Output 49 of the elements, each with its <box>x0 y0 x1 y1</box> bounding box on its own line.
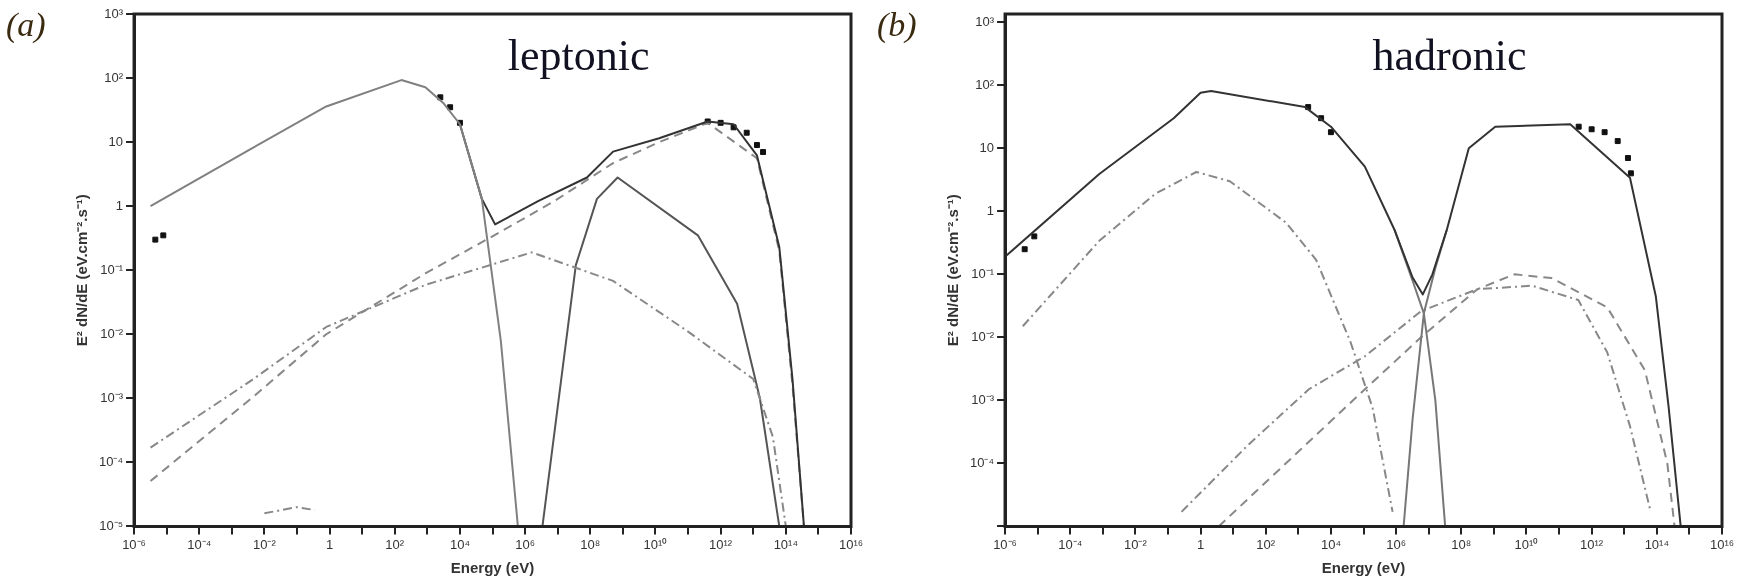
x-axis-title: Energy (eV) <box>450 559 535 577</box>
x-tick-label: 10⁴ <box>449 536 470 552</box>
x-tick-label: 10⁸ <box>1451 536 1472 552</box>
y-tick-label: 10⁻¹ <box>971 265 995 281</box>
x-tick-label: 10² <box>385 536 405 552</box>
x-tick-label: 10⁻² <box>1124 536 1148 552</box>
x-tick-label: 10¹⁴ <box>773 536 799 552</box>
x-tick-label: 10¹² <box>1580 536 1604 552</box>
y-tick-label: 10 <box>979 139 995 155</box>
y-tick-label: 10³ <box>104 5 124 21</box>
annotation: hadronic <box>1372 30 1527 80</box>
x-tick-label: 1 <box>1196 536 1205 552</box>
x-tick-label: 1 <box>325 536 334 552</box>
x-tick-label: 10⁻⁶ <box>993 536 1017 552</box>
y-tick-label: 10⁻¹ <box>100 261 124 277</box>
x-tick-label: 10¹² <box>709 536 733 552</box>
x-tick-label: 10¹⁰ <box>1514 536 1539 552</box>
y-tick-label: 10⁻⁵ <box>99 517 124 533</box>
x-tick-label: 10⁶ <box>1386 536 1407 552</box>
y-axis-title: E² dN/dE (eV.cm⁻².s⁻¹) <box>73 194 91 347</box>
x-tick-label: 10⁻² <box>253 536 277 552</box>
y-tick-label: 10⁻⁴ <box>99 453 124 469</box>
x-tick-label: 10⁴ <box>1320 536 1341 552</box>
chart-title: (a) <box>6 5 46 44</box>
y-tick-label: 10² <box>104 69 124 85</box>
y-axis-title: E² dN/dE (eV.cm⁻².s⁻¹) <box>944 194 962 347</box>
x-tick-label: 10¹⁶ <box>1709 536 1735 552</box>
x-tick-label: 10⁶ <box>515 536 536 552</box>
y-tick-label: 10 <box>108 133 124 149</box>
y-tick-label: 10³ <box>975 13 995 29</box>
x-tick-label: 10¹⁰ <box>643 536 668 552</box>
x-tick-label: 10⁸ <box>580 536 601 552</box>
x-tick-label: 10¹⁴ <box>1644 536 1670 552</box>
y-tick-label: 10⁻³ <box>100 389 124 405</box>
y-tick-label: 10² <box>975 76 995 92</box>
x-axis-title: Energy (eV) <box>1321 559 1406 577</box>
y-tick-label: 1 <box>986 202 995 218</box>
y-tick-label: 1 <box>115 197 124 213</box>
y-tick-label: 10⁻⁴ <box>970 454 995 470</box>
x-tick-label: 10⁻⁴ <box>1058 536 1083 552</box>
x-tick-label: 10⁻⁶ <box>122 536 146 552</box>
x-tick-label: 10² <box>1256 536 1276 552</box>
x-tick-label: 10¹⁶ <box>838 536 864 552</box>
y-tick-label: 10⁻² <box>100 325 124 341</box>
x-tick-label: 10⁻⁴ <box>187 536 212 552</box>
chart-title: (b) <box>877 5 917 44</box>
y-tick-label: 10⁻² <box>971 328 995 344</box>
y-tick-label: 10⁻³ <box>971 391 995 407</box>
annotation: leptonic <box>507 30 650 80</box>
